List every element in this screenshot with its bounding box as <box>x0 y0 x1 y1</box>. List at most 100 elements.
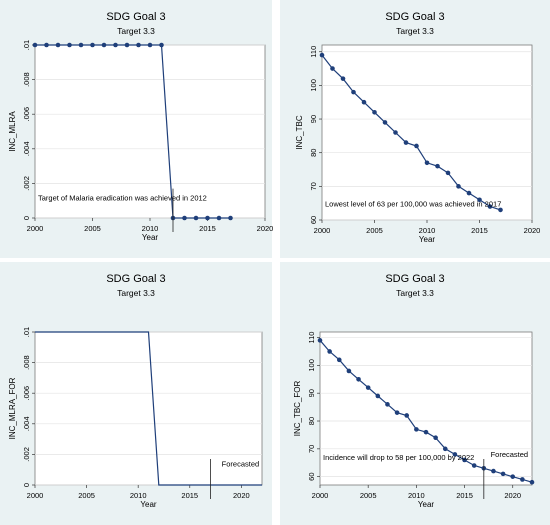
x-tick-label: 2005 <box>78 491 95 500</box>
data-point <box>445 170 451 176</box>
data-point <box>403 140 409 145</box>
data-point <box>491 468 496 474</box>
data-point <box>124 42 130 48</box>
data-point <box>385 402 390 407</box>
data-point <box>424 160 430 166</box>
chart-title: SDG Goal 3 <box>106 273 165 285</box>
chart-malaria-forecast: SDG Goal 3 Target 3.3 0 .002 .004 .006 .008 .01… <box>8 273 263 509</box>
x-tick-label: 2020 <box>504 491 521 500</box>
data-point <box>317 338 323 343</box>
y-axis-label: INC_TBC <box>295 115 304 149</box>
data-point <box>193 215 199 221</box>
data-point <box>228 215 233 221</box>
data-point <box>520 477 525 482</box>
y-tick-label: 0 <box>22 483 31 487</box>
x-tick-label: 2005 <box>360 491 377 500</box>
y-tick-label: 70 <box>309 182 318 190</box>
x-tick-label: 2010 <box>130 491 147 500</box>
x-tick-label: 2020 <box>257 224 274 233</box>
plot-area <box>319 331 533 486</box>
x-tick-label: 2005 <box>84 224 101 233</box>
data-point <box>346 368 352 374</box>
chart-tbc-forecast: SDG Goal 3 Target 3.3 60 70 80 90 100 110 2000 20… <box>293 273 535 509</box>
data-point <box>351 89 356 95</box>
x-axis-label: Year <box>142 233 159 242</box>
chart-subtitle: Target 3.3 <box>396 288 434 298</box>
x-tick-label: 2000 <box>27 224 44 233</box>
data-point <box>393 130 398 135</box>
x-axis-label: Year <box>419 235 436 244</box>
y-tick-label: .008 <box>22 355 31 370</box>
data-point <box>375 393 381 399</box>
y-tick-label: .008 <box>22 72 31 87</box>
plot-area <box>34 44 266 219</box>
data-point <box>423 429 429 435</box>
chart-title: SDG Goal 3 <box>385 273 444 285</box>
x-tick-label: 2000 <box>312 491 329 500</box>
data-point <box>500 471 506 477</box>
y-tick-label: .006 <box>22 107 31 122</box>
data-point <box>456 184 461 189</box>
forecast-annotation: Forecasted <box>491 450 529 459</box>
data-point <box>442 446 448 452</box>
y-tick-label: 60 <box>309 216 318 224</box>
plot-area <box>321 44 533 221</box>
data-point <box>394 410 400 415</box>
x-tick-label: 2000 <box>27 491 44 500</box>
data-point <box>510 474 516 479</box>
y-tick-label: 110 <box>307 332 316 344</box>
data-point <box>477 197 482 203</box>
y-tick-label: 80 <box>309 149 318 157</box>
data-point <box>78 42 84 48</box>
data-point <box>101 42 107 48</box>
chart-subtitle: Target 3.3 <box>396 26 434 36</box>
data-point <box>55 42 61 48</box>
y-tick-label: 90 <box>309 115 318 123</box>
x-tick-label: 2005 <box>366 226 383 235</box>
chart-subtitle: Target 3.3 <box>117 26 155 36</box>
chart-panel-tbc: SDG Goal 3 Target 3.3 60 70 80 90 100 110 2000 20… <box>280 0 550 258</box>
y-tick-label: .006 <box>22 386 31 401</box>
y-tick-label: .004 <box>22 416 31 431</box>
data-point <box>136 42 141 48</box>
y-axis-label: INC_MLRA <box>8 111 17 152</box>
data-point <box>327 349 332 354</box>
data-point <box>159 42 164 48</box>
y-tick-label: 90 <box>307 389 316 397</box>
x-axis-label: Year <box>140 500 157 509</box>
y-tick-label: 100 <box>307 359 316 372</box>
y-tick-label: 100 <box>309 79 318 92</box>
data-point <box>372 110 377 115</box>
data-point <box>113 42 118 48</box>
chart-panel-malaria-forecast: SDG Goal 3 Target 3.3 0 .002 .004 .006 .008 .01… <box>0 262 272 525</box>
y-tick-label: 80 <box>307 417 316 425</box>
data-point <box>336 357 342 363</box>
data-point <box>414 427 419 432</box>
x-tick-label: 2015 <box>471 226 488 235</box>
data-point <box>433 435 438 441</box>
y-tick-label: .01 <box>22 40 31 50</box>
chart-panel-malaria: SDG Goal 3 Target 3.3 0 .002 .004 .006 .008 .01… <box>0 0 274 258</box>
data-point <box>356 376 361 382</box>
y-tick-label: 70 <box>307 445 316 453</box>
data-point <box>205 215 210 221</box>
data-point <box>382 120 388 125</box>
chart-malaria: SDG Goal 3 Target 3.3 0 .002 .004 .006 .008 .01… <box>8 11 274 242</box>
data-point <box>471 463 477 468</box>
data-point <box>404 413 410 418</box>
plot-area <box>34 331 263 486</box>
x-tick-label: 2010 <box>142 224 159 233</box>
data-point <box>44 42 49 48</box>
data-point <box>32 42 38 48</box>
data-point <box>340 76 346 81</box>
x-tick-label: 2020 <box>524 226 541 235</box>
data-point <box>365 385 371 390</box>
chart-subtitle: Target 3.3 <box>117 288 155 298</box>
data-point <box>147 42 153 48</box>
y-tick-label: 60 <box>307 472 316 480</box>
x-tick-label: 2010 <box>419 226 436 235</box>
y-tick-label: .002 <box>22 176 31 191</box>
data-point <box>462 457 467 463</box>
data-point <box>452 452 458 457</box>
chart-annotation: Incidence will drop to 58 per 100,000 by… <box>323 453 474 462</box>
